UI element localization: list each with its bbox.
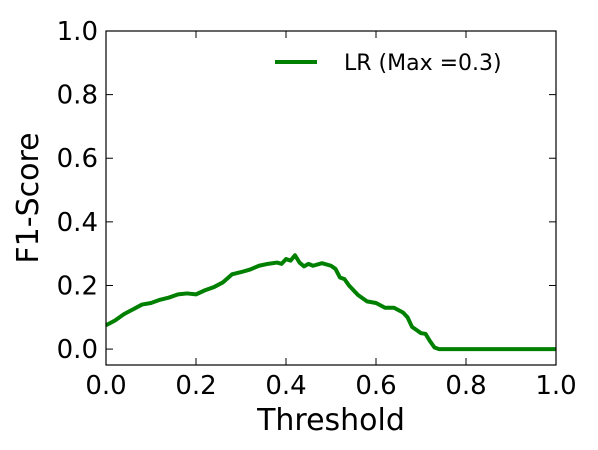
x-tick-label: 0.8	[445, 371, 486, 401]
y-tick-label: 0.2	[57, 271, 98, 301]
y-axis-label: F1-Score	[11, 132, 46, 263]
y-tick-label: 1.0	[57, 17, 98, 47]
y-tick-label: 0.6	[57, 144, 98, 174]
plot-area	[106, 31, 556, 365]
x-tick-label: 0.2	[175, 371, 216, 401]
y-tick-label: 0.0	[57, 335, 98, 365]
x-tick-label: 0.6	[355, 371, 396, 401]
series	[105, 253, 556, 352]
x-tick-label: 1.0	[535, 371, 576, 401]
tick-labels: 0.0 0.2 0.4 0.6 0.8 1.0 0.0 0.2 0.4 0.6 0.8 1.0	[57, 17, 577, 401]
x-axis-label: Threshold	[256, 403, 405, 438]
x-tick-label: 0.0	[85, 371, 126, 401]
series-line-lr	[105, 253, 556, 352]
y-tick-label: 0.8	[57, 81, 98, 111]
y-tick-label: 0.4	[57, 208, 98, 238]
legend: LR (Max =0.3)	[275, 51, 502, 76]
plot-frame	[105, 30, 557, 366]
legend-label: LR (Max =0.3)	[344, 51, 502, 76]
x-tick-label: 0.4	[265, 371, 306, 401]
